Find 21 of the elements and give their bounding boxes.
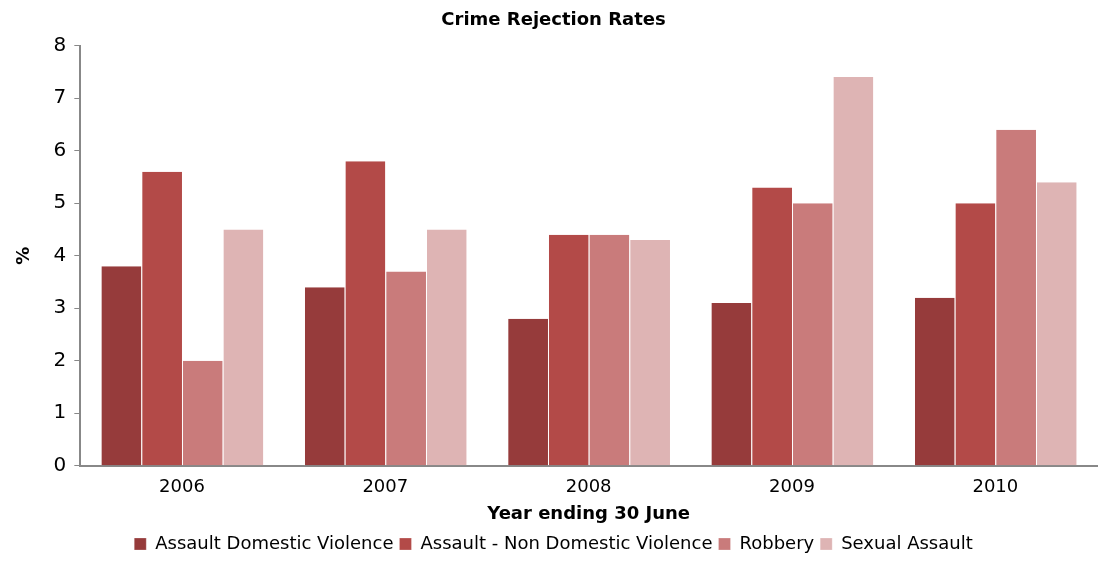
chart-title: Crime Rejection Rates [441, 8, 666, 30]
y-tick-label: 2 [53, 346, 67, 371]
y-tick-label: 1 [53, 399, 67, 424]
legend-label: Assault - Non Domestic Violence [420, 531, 713, 553]
x-tick-label: 2008 [565, 475, 612, 497]
y-tick-label: 7 [53, 84, 67, 109]
y-tick-label: 6 [53, 136, 67, 161]
y-tick-label: 8 [53, 31, 67, 56]
y-axis-title: % [12, 246, 34, 265]
y-tick-label: 0 [53, 452, 67, 476]
y-tick-label: 4 [53, 241, 67, 266]
legend-label: Robbery [739, 531, 815, 553]
x-tick-label: 2009 [769, 475, 815, 497]
x-tick-label: 2006 [159, 475, 205, 497]
legend-label: Sexual Assault [841, 531, 973, 553]
y-tick-label: 5 [53, 189, 67, 214]
y-tick-label: 3 [53, 294, 67, 319]
legend-label: Assault Domestic Violence [155, 531, 394, 553]
x-tick-label: 2010 [972, 475, 1019, 497]
x-axis-title: Year ending 30 June [486, 501, 691, 523]
x-tick-label: 2007 [362, 475, 409, 497]
